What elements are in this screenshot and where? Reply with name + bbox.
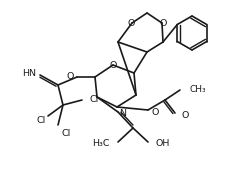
Text: O: O (181, 111, 188, 119)
Text: Cl: Cl (90, 94, 99, 103)
Text: O: O (159, 19, 167, 27)
Text: HN: HN (22, 68, 36, 77)
Text: OH: OH (156, 140, 170, 148)
Text: O: O (109, 61, 117, 70)
Text: O: O (127, 19, 135, 27)
Text: CH₃: CH₃ (189, 85, 206, 94)
Text: N: N (119, 108, 126, 117)
Text: Cl: Cl (37, 116, 46, 125)
Text: Cl: Cl (61, 128, 70, 137)
Text: H₃C: H₃C (93, 140, 110, 148)
Text: O: O (67, 71, 74, 80)
Text: O: O (151, 108, 158, 117)
